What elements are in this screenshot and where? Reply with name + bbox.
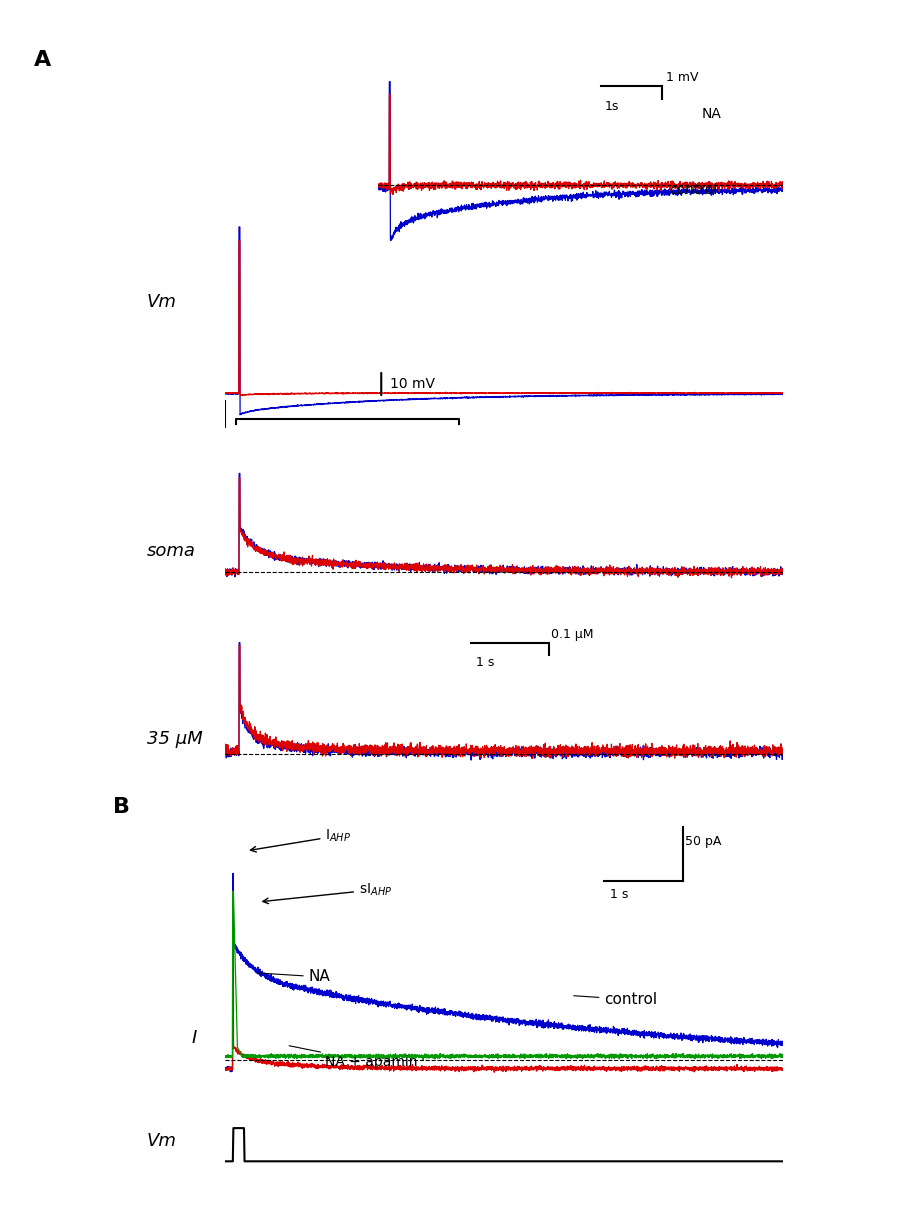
- Text: NA: NA: [258, 969, 330, 985]
- Text: 10 mV: 10 mV: [390, 377, 435, 391]
- Text: I: I: [192, 1030, 197, 1048]
- Text: B: B: [113, 797, 130, 817]
- Text: 1 s: 1 s: [610, 888, 628, 902]
- Text: Vm: Vm: [147, 1132, 176, 1150]
- Text: 35 μM: 35 μM: [147, 730, 202, 747]
- Text: 50 pA: 50 pA: [685, 834, 722, 847]
- Text: I$_{AHP}$: I$_{AHP}$: [250, 828, 352, 852]
- Text: 0.1 μM: 0.1 μM: [552, 628, 594, 641]
- Text: 1 mV: 1 mV: [665, 71, 698, 83]
- Text: sI$_{AHP}$: sI$_{AHP}$: [263, 881, 392, 904]
- Text: control: control: [573, 992, 658, 1007]
- Text: 1 s: 1 s: [476, 655, 494, 669]
- Text: control: control: [670, 182, 718, 197]
- Text: soma: soma: [147, 542, 196, 560]
- Text: A: A: [34, 49, 51, 70]
- Text: Vm: Vm: [147, 293, 176, 311]
- Text: NA: NA: [702, 106, 722, 121]
- Text: 1s: 1s: [605, 99, 619, 112]
- Text: NA + apamin: NA + apamin: [289, 1045, 418, 1069]
